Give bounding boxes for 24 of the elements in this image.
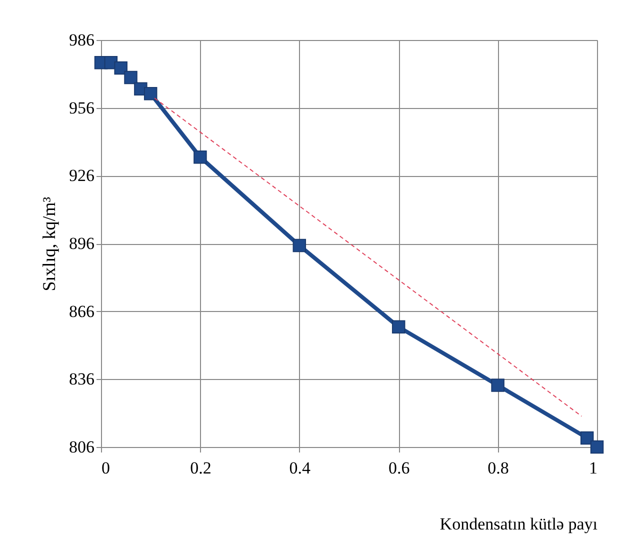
y-tick-label: 866 [69, 302, 94, 321]
x-tick-label: 0 [102, 458, 110, 478]
point [590, 440, 604, 454]
point [124, 70, 138, 84]
y-tick-label: 986 [69, 30, 94, 50]
point [194, 150, 207, 164]
x-tick-label: 0.4 [289, 458, 312, 478]
y-axis-title: Sıxlıq, kq/m³ [39, 196, 59, 292]
point [392, 320, 406, 334]
x-tick-label: 0.6 [388, 458, 410, 478]
point [292, 238, 306, 252]
x-tick-label: 0.2 [190, 458, 212, 478]
point [580, 431, 594, 445]
point [144, 86, 158, 100]
y-tick-label: 836 [69, 370, 94, 389]
y-tick-label: 956 [69, 98, 94, 118]
point [491, 378, 504, 392]
y-tick-label: 896 [69, 234, 94, 253]
y-tick-label: 806 [69, 438, 94, 456]
x-tick-label: 1 [589, 458, 598, 478]
x-axis-title: Kondensatın kütlə payı [440, 514, 598, 534]
y-tick-label: 926 [69, 166, 94, 186]
x-tick-label: 0.8 [488, 458, 509, 478]
point [114, 61, 128, 75]
